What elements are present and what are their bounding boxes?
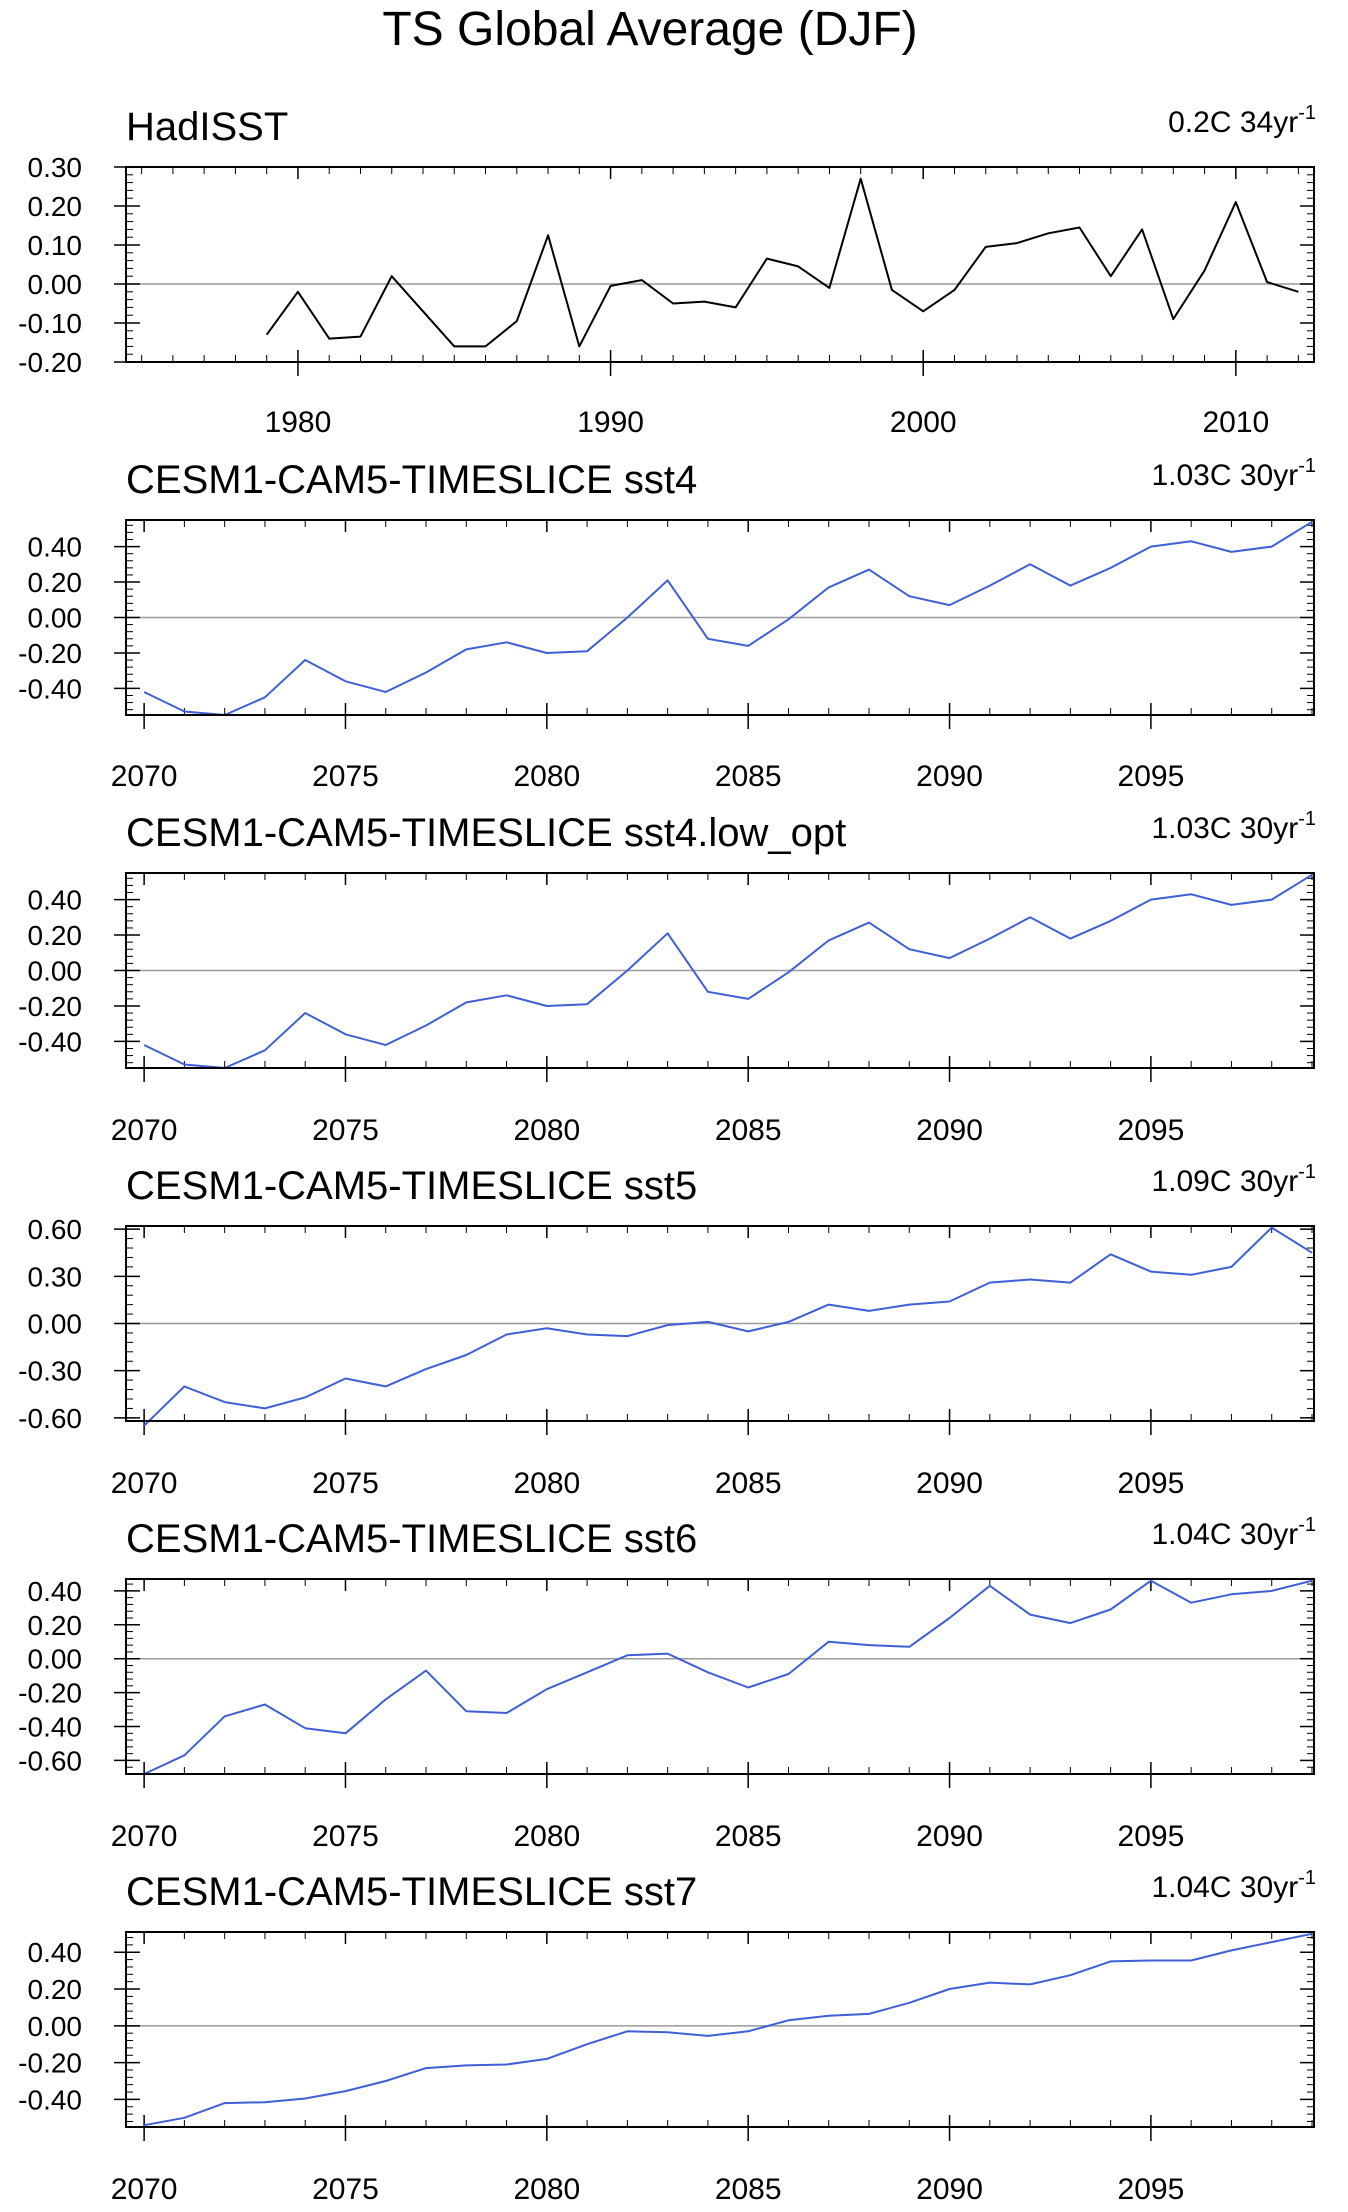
x-tick-label: 2090 [916, 1467, 983, 1500]
y-tick-label: -0.20 [18, 991, 82, 1022]
trend-label: 1.04C 30yr-1 [1151, 1514, 1316, 1551]
x-tick-label: 2075 [312, 1114, 379, 1147]
series-line [143, 1932, 1313, 2127]
x-tick-label: 2070 [111, 1467, 178, 1500]
x-tick-label: 2090 [916, 760, 983, 793]
plot-frame [125, 166, 1315, 363]
plot-frame [125, 1225, 1315, 1422]
y-tick-label: 0.60 [28, 1214, 83, 1245]
y-tick-label: -0.40 [18, 673, 82, 704]
x-tick-label: 2075 [312, 760, 379, 793]
x-tick-label: 2085 [715, 2173, 782, 2206]
trend-label: 1.04C 30yr-1 [1151, 1867, 1316, 1904]
panel-title: HadISST [126, 105, 288, 149]
x-tick-label: 2075 [312, 1820, 379, 1853]
x-tick-label: 2070 [111, 760, 178, 793]
x-tick-label: 1980 [265, 406, 332, 439]
series-line [143, 520, 1313, 716]
y-tick-label: 0.40 [28, 532, 83, 563]
trend-label: 1.03C 30yr-1 [1151, 808, 1316, 845]
y-tick-label: 0.00 [28, 269, 83, 300]
x-tick-label: 2095 [1118, 1820, 1185, 1853]
y-tick-label: -0.40 [18, 1712, 82, 1743]
x-tick-label: 2080 [513, 1114, 580, 1147]
x-tick-label: 2080 [513, 1467, 580, 1500]
chart-panel: HadISST 0.2C 34yr-1 -0.20 -0.10 0.00 0.10 0.20… [18, 102, 1316, 439]
panel-title: CESM1-CAM5-TIMESLICE sst4.low_opt [126, 811, 846, 855]
y-tick-label: -0.10 [18, 308, 82, 339]
x-tick-label: 2090 [916, 2173, 983, 2206]
x-tick-label: 2085 [715, 1820, 782, 1853]
y-tick-label: 0.20 [28, 1974, 83, 2005]
y-tick-label: 0.10 [28, 230, 83, 261]
y-tick-label: 0.40 [28, 1576, 83, 1607]
y-tick-label: 0.00 [28, 1644, 83, 1675]
y-tick-label: 0.00 [28, 956, 83, 987]
x-tick-label: 2075 [312, 1467, 379, 1500]
chart-panel: CESM1-CAM5-TIMESLICE sst6 1.04C 30yr-1 -0.… [18, 1514, 1316, 1853]
trend-label: 1.03C 30yr-1 [1151, 455, 1316, 492]
x-tick-label: 1990 [577, 406, 644, 439]
panel-title: CESM1-CAM5-TIMESLICE sst7 [126, 1870, 697, 1914]
x-tick-label: 2095 [1118, 1467, 1185, 1500]
x-tick-label: 2085 [715, 760, 782, 793]
series-line [143, 1579, 1313, 1775]
y-tick-label: -0.20 [18, 1678, 82, 1709]
y-tick-label: -0.60 [18, 1745, 82, 1776]
plot-frame [125, 519, 1315, 716]
x-tick-label: 2090 [916, 1820, 983, 1853]
x-tick-label: 2090 [916, 1114, 983, 1147]
y-tick-label: 0.30 [28, 152, 83, 183]
y-tick-label: -0.40 [18, 1026, 82, 1057]
y-tick-label: -0.30 [18, 1356, 82, 1387]
y-tick-label: -0.20 [18, 347, 82, 378]
trend-label: 0.2C 34yr-1 [1168, 102, 1316, 139]
y-tick-label: -0.60 [18, 1403, 82, 1434]
y-tick-label: 0.30 [28, 1261, 83, 1292]
panel-title: CESM1-CAM5-TIMESLICE sst5 [126, 1164, 697, 1208]
series-line [143, 1226, 1313, 1427]
y-tick-label: 0.40 [28, 885, 83, 916]
y-tick-label: 0.20 [28, 567, 83, 598]
plot-frame [125, 1578, 1315, 1775]
x-tick-label: 2080 [513, 1820, 580, 1853]
x-tick-label: 2080 [513, 760, 580, 793]
x-tick-label: 2075 [312, 2173, 379, 2206]
chart-panel: CESM1-CAM5-TIMESLICE sst4.low_opt 1.03C 3… [18, 808, 1316, 1147]
x-tick-label: 2000 [890, 406, 957, 439]
x-tick-label: 2070 [111, 2173, 178, 2206]
chart-panel: CESM1-CAM5-TIMESLICE sst5 1.09C 30yr-1 -0.… [18, 1161, 1316, 1500]
series-line [143, 873, 1313, 1069]
panel-title: CESM1-CAM5-TIMESLICE sst6 [126, 1517, 697, 1561]
y-tick-label: 0.00 [28, 2011, 83, 2042]
x-tick-label: 2070 [111, 1114, 178, 1147]
x-tick-label: 2085 [715, 1467, 782, 1500]
y-tick-label: 0.00 [28, 603, 83, 634]
y-tick-label: 0.40 [28, 1937, 83, 1968]
panel-title: CESM1-CAM5-TIMESLICE sst4 [126, 458, 697, 502]
figure-title: TS Global Average (DJF) [382, 3, 918, 56]
chart-panel: CESM1-CAM5-TIMESLICE sst7 1.04C 30yr-1 -0.… [18, 1867, 1316, 2206]
trend-label: 1.09C 30yr-1 [1151, 1161, 1316, 1198]
x-tick-label: 2080 [513, 2173, 580, 2206]
x-tick-label: 2095 [1118, 760, 1185, 793]
x-tick-label: 2070 [111, 1820, 178, 1853]
series-line [265, 177, 1299, 348]
plot-frame [125, 872, 1315, 1069]
chart-panel: CESM1-CAM5-TIMESLICE sst4 1.03C 30yr-1 -0.… [18, 455, 1316, 793]
x-tick-label: 2095 [1118, 2173, 1185, 2206]
y-tick-label: 0.20 [28, 191, 83, 222]
plot-frame [125, 1931, 1315, 2128]
y-tick-label: 0.20 [28, 920, 83, 951]
y-tick-label: -0.20 [18, 638, 82, 669]
y-tick-label: 0.20 [28, 1610, 83, 1641]
x-tick-label: 2010 [1202, 406, 1269, 439]
y-tick-label: -0.20 [18, 2048, 82, 2079]
x-tick-label: 2095 [1118, 1114, 1185, 1147]
x-tick-label: 2085 [715, 1114, 782, 1147]
y-tick-label: 0.00 [28, 1309, 83, 1340]
y-tick-label: -0.40 [18, 2084, 82, 2115]
